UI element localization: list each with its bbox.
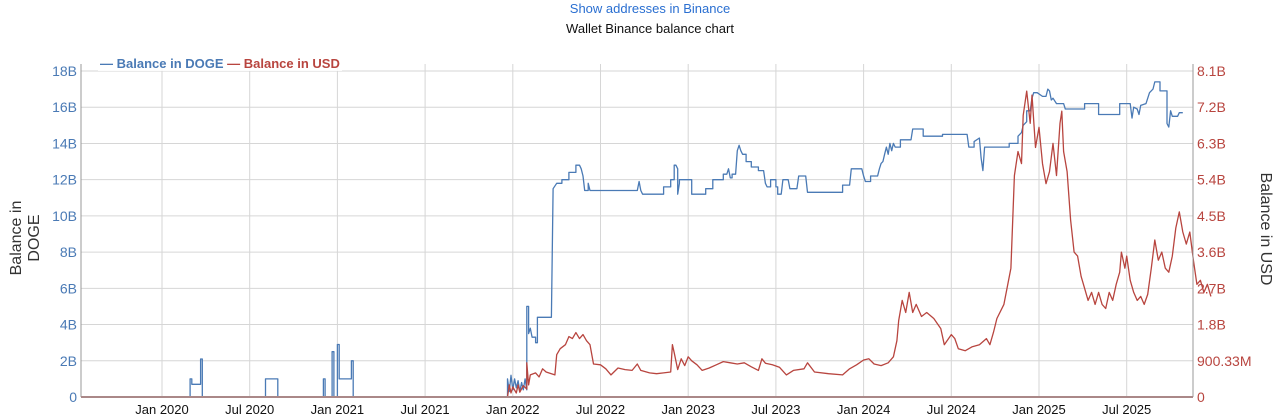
svg-text:5.4B: 5.4B <box>1197 172 1226 188</box>
svg-text:7.2B: 7.2B <box>1197 99 1226 115</box>
svg-text:0: 0 <box>69 389 77 405</box>
svg-text:18B: 18B <box>52 63 77 79</box>
svg-text:4B: 4B <box>60 317 77 333</box>
legend-item-usd[interactable]: — Balance in USD <box>227 56 340 71</box>
chart-title: Wallet Binance balance chart <box>566 21 734 36</box>
gridlines <box>81 64 1193 397</box>
svg-text:0: 0 <box>1197 389 1205 405</box>
svg-text:Jan 2021: Jan 2021 <box>311 402 365 417</box>
svg-text:Jul 2021: Jul 2021 <box>401 402 450 417</box>
series-lines <box>81 81 1212 398</box>
svg-text:900.33M: 900.33M <box>1197 353 1251 369</box>
svg-text:Jul 2020: Jul 2020 <box>225 402 274 417</box>
x-axis-ticks: Jan 2020 Jul 2020 Jan 2021 Jul 2021 Jan 2022… <box>135 402 1151 417</box>
svg-text:8.1B: 8.1B <box>1197 63 1226 79</box>
legend-item-doge[interactable]: — Balance in DOGE <box>100 56 224 71</box>
right-axis-label: Balance in USD <box>1257 172 1274 286</box>
svg-text:Jul 2024: Jul 2024 <box>927 402 976 417</box>
svg-text:3.6B: 3.6B <box>1197 244 1226 260</box>
svg-text:1.8B: 1.8B <box>1197 317 1226 333</box>
svg-text:10B: 10B <box>52 208 77 224</box>
svg-text:Jan 2023: Jan 2023 <box>661 402 715 417</box>
left-axis-ticks: 0 2B 4B 6B 8B 10B 12B 14B 16B 18B <box>52 63 77 405</box>
doge-balance-line <box>81 81 1183 398</box>
svg-text:4.5B: 4.5B <box>1197 208 1226 224</box>
legend: — Balance in DOGE — Balance in USD <box>98 56 342 71</box>
svg-text:2B: 2B <box>60 353 77 369</box>
svg-text:Jan 2025: Jan 2025 <box>1012 402 1066 417</box>
svg-text:Jan 2020: Jan 2020 <box>135 402 189 417</box>
usd-balance-line <box>81 90 1212 398</box>
svg-text:12B: 12B <box>52 172 77 188</box>
svg-text:Jan 2022: Jan 2022 <box>486 402 540 417</box>
svg-text:Jul 2025: Jul 2025 <box>1102 402 1151 417</box>
svg-text:6B: 6B <box>60 280 77 296</box>
svg-text:Jul 2023: Jul 2023 <box>751 402 800 417</box>
svg-text:16B: 16B <box>52 99 77 115</box>
svg-text:6.3B: 6.3B <box>1197 135 1226 151</box>
svg-text:Jul 2022: Jul 2022 <box>576 402 625 417</box>
svg-text:8B: 8B <box>60 244 77 260</box>
svg-text:Jan 2024: Jan 2024 <box>837 402 891 417</box>
svg-text:14B: 14B <box>52 135 77 151</box>
left-axis-label: Balance in DOGE <box>8 200 43 276</box>
show-addresses-link[interactable]: Show addresses in Binance <box>569 1 731 16</box>
